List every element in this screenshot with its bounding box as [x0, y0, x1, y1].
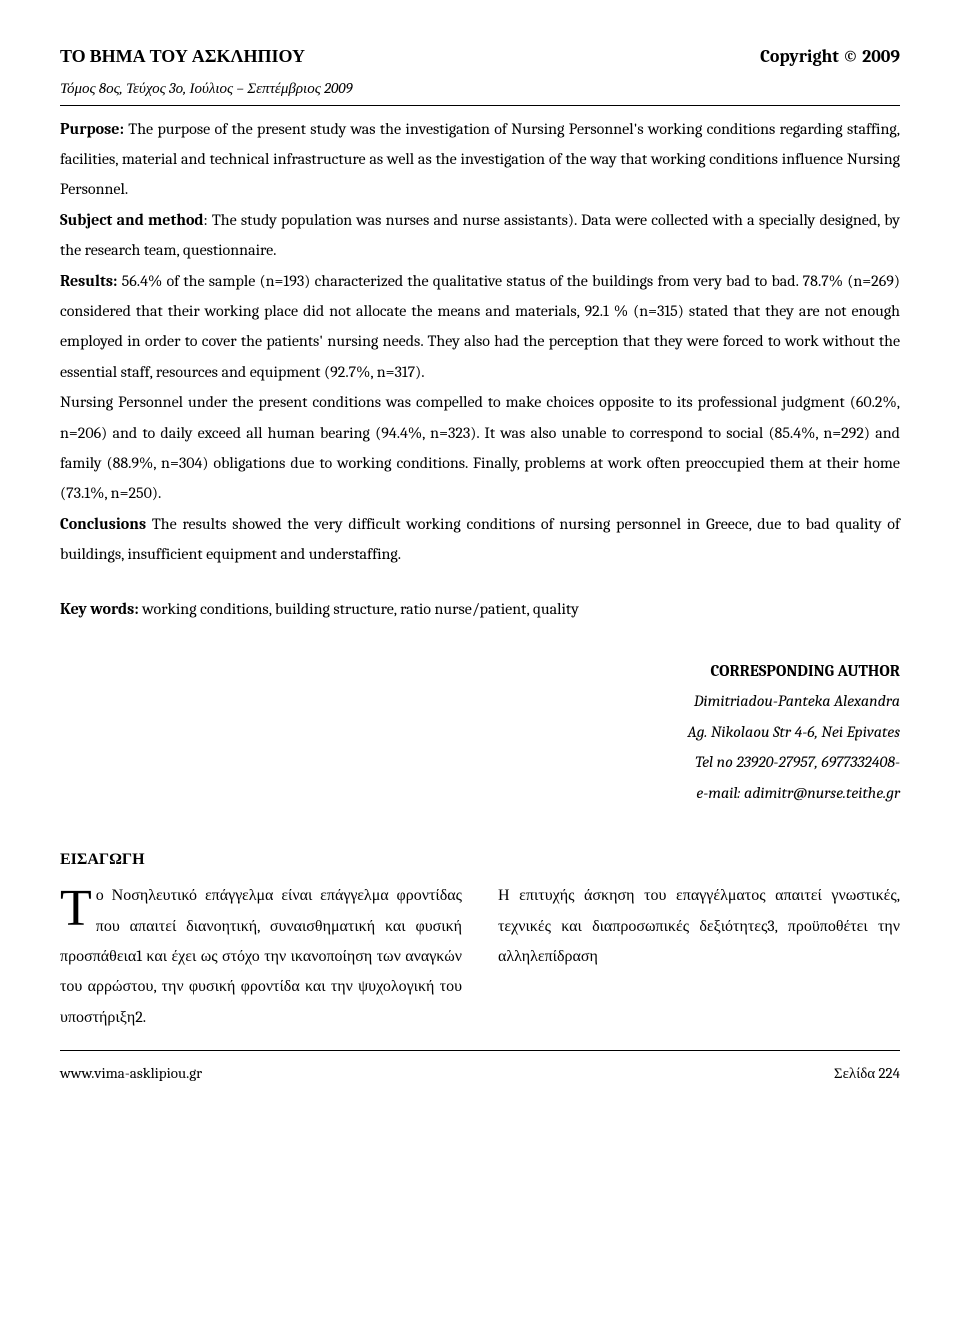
purpose-label: Purpose:: [60, 120, 124, 138]
dropcap: Τ: [60, 880, 96, 933]
footer-page: Σελίδα 224: [834, 1059, 900, 1088]
subject-label: Subject and method: [60, 211, 204, 229]
page-header: ΤΟ ΒΗΜΑ ΤΟΥ ΑΣΚΛΗΠΙΟΥ Copyright © 2009: [60, 40, 900, 74]
conclusions-text: The results showed the very difficult wo…: [60, 515, 900, 563]
corresponding-address: Ag. Nikolaou Str 4-6, Nei Epivates: [60, 717, 900, 747]
corresponding-email: e-mail: adimitr@nurse.teithe.gr: [60, 778, 900, 808]
footer-url: www.vima-asklipiou.gr: [60, 1059, 202, 1088]
intro-section: ΕΙΣΑΓΩΓΗ Το Νοσηλευτικό επάγγελμα είναι …: [60, 844, 900, 1032]
results-text-2: Nursing Personnel under the present cond…: [60, 393, 900, 502]
corresponding-name: Dimitriadou-Panteka Alexandra: [60, 686, 900, 716]
purpose-text: The purpose of the present study was the…: [60, 120, 900, 199]
intro-text-1: ο Νοσηλευτικό επάγγελμα είναι επάγγελμα …: [60, 886, 462, 1026]
corresponding-author-block: CORRESPONDING AUTHOR Dimitriadou-Panteka…: [60, 656, 900, 808]
results-text-1: 56.4% of the sample (n=193) characterize…: [60, 272, 900, 381]
intro-text-2: Η επιτυχής άσκηση του επαγγέλματος απαιτ…: [498, 880, 900, 971]
keywords-text: working conditions, building structure, …: [139, 600, 579, 618]
corresponding-title: CORRESPONDING AUTHOR: [60, 656, 900, 686]
intro-columns: Το Νοσηλευτικό επάγγελμα είναι επάγγελμα…: [60, 880, 900, 1032]
footer-divider: [60, 1050, 900, 1051]
results-label: Results:: [60, 272, 117, 290]
keywords-label: Key words:: [60, 600, 139, 618]
journal-title: ΤΟ ΒΗΜΑ ΤΟΥ ΑΣΚΛΗΠΙΟΥ: [60, 40, 305, 74]
conclusions-label: Conclusions: [60, 515, 146, 533]
copyright: Copyright © 2009: [760, 40, 900, 74]
abstract-body: Purpose: The purpose of the present stud…: [60, 114, 900, 570]
issue-line: Τόμος 8ος, Τεύχος 3ο, Ιούλιος – Σεπτέμβρ…: [60, 74, 900, 103]
page-footer: www.vima-asklipiou.gr Σελίδα 224: [60, 1059, 900, 1088]
intro-heading: ΕΙΣΑΓΩΓΗ: [60, 844, 900, 874]
keywords-block: Key words: working conditions, building …: [60, 594, 900, 624]
corresponding-tel: Tel no 23920-27957, 6977332408-: [60, 747, 900, 777]
header-divider: [60, 105, 900, 106]
